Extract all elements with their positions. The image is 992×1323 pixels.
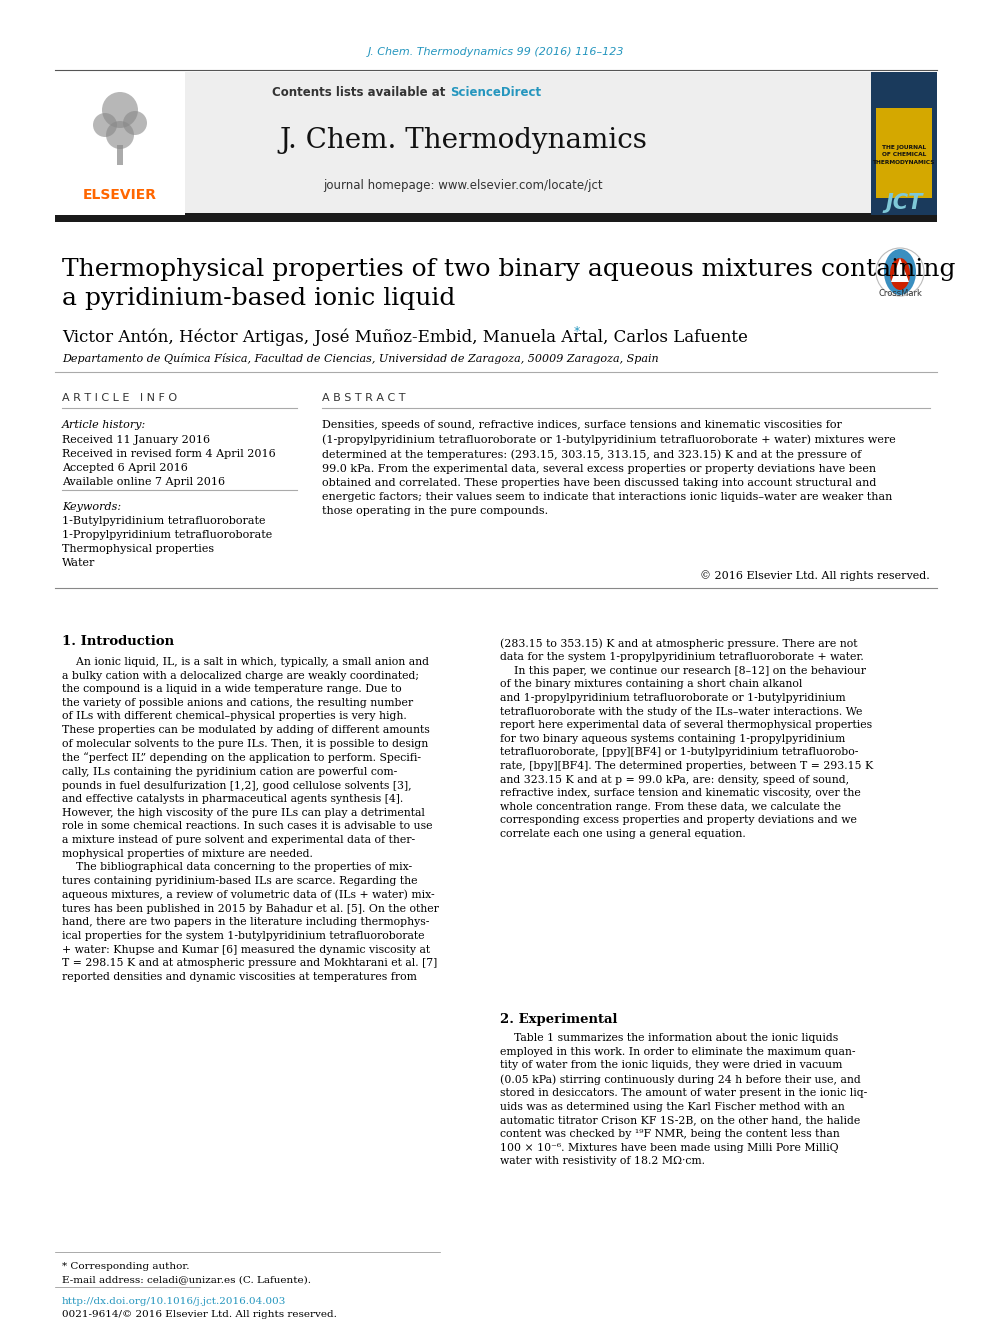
Text: A R T I C L E   I N F O: A R T I C L E I N F O [62, 393, 178, 404]
Text: E-mail address: celadi@unizar.es (C. Lafuente).: E-mail address: celadi@unizar.es (C. Laf… [62, 1275, 311, 1285]
Text: ELSEVIER: ELSEVIER [83, 188, 157, 202]
Text: (283.15 to 353.15) K and at atmospheric pressure. There are not
data for the sys: (283.15 to 353.15) K and at atmospheric … [500, 638, 873, 839]
Circle shape [106, 120, 134, 149]
Text: http://dx.doi.org/10.1016/j.jct.2016.04.003: http://dx.doi.org/10.1016/j.jct.2016.04.… [62, 1297, 287, 1306]
Text: © 2016 Elsevier Ltd. All rights reserved.: © 2016 Elsevier Ltd. All rights reserved… [700, 570, 930, 581]
Bar [55, 213, 937, 222]
Text: J. Chem. Thermodynamics: J. Chem. Thermodynamics [279, 127, 647, 153]
Text: Contents lists available at: Contents lists available at [273, 86, 450, 99]
Text: Available online 7 April 2016: Available online 7 April 2016 [62, 478, 225, 487]
Ellipse shape [890, 258, 910, 290]
Text: JCT: JCT [885, 193, 923, 213]
Text: 1. Introduction: 1. Introduction [62, 635, 175, 648]
Circle shape [123, 111, 147, 135]
Text: 1-Butylpyridinium tetrafluoroborate: 1-Butylpyridinium tetrafluoroborate [62, 516, 266, 527]
Text: Received in revised form 4 April 2016: Received in revised form 4 April 2016 [62, 448, 276, 459]
Text: Accepted 6 April 2016: Accepted 6 April 2016 [62, 463, 187, 474]
Text: Thermophysical properties of two binary aqueous mixtures containing
a pyridinium: Thermophysical properties of two binary … [62, 258, 955, 311]
Polygon shape [891, 258, 909, 282]
Text: Keywords:: Keywords: [62, 501, 121, 512]
Bar [871, 71, 937, 216]
Text: Thermophysical properties: Thermophysical properties [62, 544, 214, 554]
Text: ScienceDirect: ScienceDirect [450, 86, 541, 99]
Text: Received 11 January 2016: Received 11 January 2016 [62, 435, 210, 445]
Circle shape [876, 247, 924, 296]
Text: 0021-9614/© 2016 Elsevier Ltd. All rights reserved.: 0021-9614/© 2016 Elsevier Ltd. All right… [62, 1310, 337, 1319]
Circle shape [102, 93, 138, 128]
Bar [55, 71, 185, 216]
Text: Water: Water [62, 558, 95, 568]
Text: 1-Propylpyridinium tetrafluoroborate: 1-Propylpyridinium tetrafluoroborate [62, 531, 272, 540]
Text: A B S T R A C T: A B S T R A C T [322, 393, 406, 404]
Text: Victor Antón, Héctor Artigas, José Muñoz-Embid, Manuela Artal, Carlos Lafuente: Victor Antón, Héctor Artigas, José Muñoz… [62, 328, 748, 345]
Text: Departamento de Química Física, Facultad de Ciencias, Universidad de Zaragoza, 5: Departamento de Química Física, Facultad… [62, 353, 659, 364]
Text: Article history:: Article history: [62, 419, 146, 430]
Bar [876, 108, 932, 198]
Text: journal homepage: www.elsevier.com/locate/jct: journal homepage: www.elsevier.com/locat… [323, 179, 603, 192]
Bar [55, 71, 871, 216]
Text: * Corresponding author.: * Corresponding author. [62, 1262, 189, 1271]
Text: Table 1 summarizes the information about the ionic liquids
employed in this work: Table 1 summarizes the information about… [500, 1033, 867, 1166]
Text: CrossMark: CrossMark [878, 288, 922, 298]
Text: Densities, speeds of sound, refractive indices, surface tensions and kinematic v: Densities, speeds of sound, refractive i… [322, 419, 896, 516]
Text: *: * [574, 325, 580, 337]
Text: J. Chem. Thermodynamics 99 (2016) 116–123: J. Chem. Thermodynamics 99 (2016) 116–12… [368, 48, 624, 57]
Text: An ionic liquid, IL, is a salt in which, typically, a small anion and
a bulky ca: An ionic liquid, IL, is a salt in which,… [62, 658, 438, 982]
Text: 2. Experimental: 2. Experimental [500, 1013, 617, 1027]
Circle shape [93, 112, 117, 138]
Ellipse shape [884, 249, 916, 295]
Text: THE JOURNAL
OF CHEMICAL
THERMODYNAMICS: THE JOURNAL OF CHEMICAL THERMODYNAMICS [873, 146, 935, 164]
Bar [117, 146, 123, 165]
